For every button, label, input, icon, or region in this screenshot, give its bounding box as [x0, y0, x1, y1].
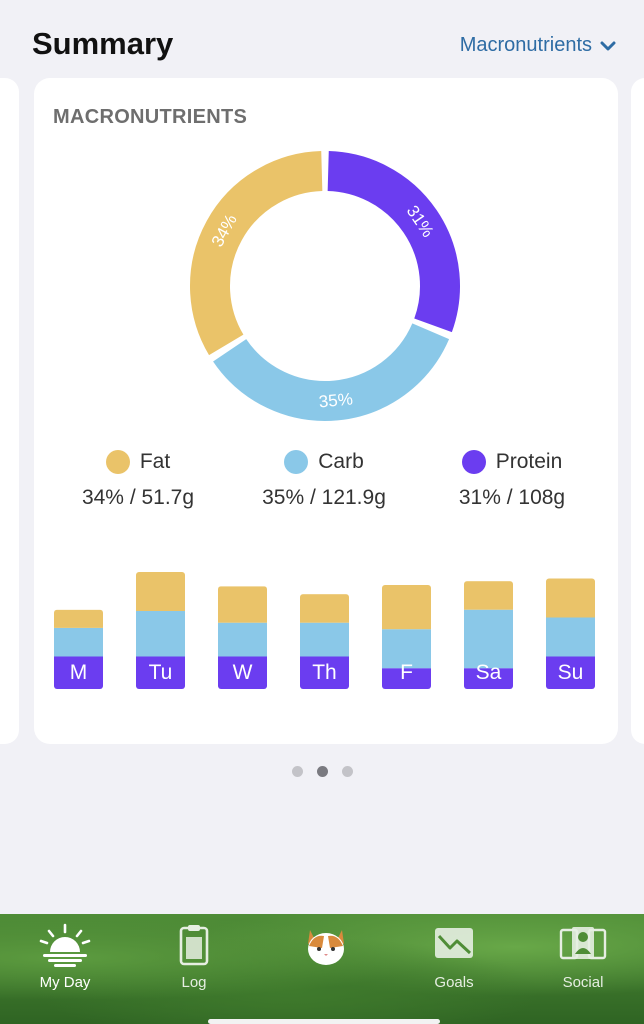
day-label-sa: Sa [476, 661, 502, 684]
legend-carb: Carb 35% / 121.9g [234, 450, 414, 520]
bar-segment-f-protein [382, 668, 431, 689]
bar-segment-tu-fat [136, 572, 185, 611]
day-bar-sa[interactable] [464, 581, 513, 689]
bar-segment-f-carb [382, 629, 431, 669]
next-card-peek[interactable] [631, 78, 644, 744]
page-dot-2[interactable] [316, 766, 328, 777]
header: Summary Macronutrients [0, 0, 644, 80]
people-icon [559, 927, 607, 960]
bar-segment-m-fat [54, 609, 103, 628]
card-title: MACRONUTRIENTS [53, 106, 248, 128]
day-label-w: W [233, 661, 253, 684]
page-title: Summary [32, 26, 174, 61]
day-label-tu: Tu [149, 661, 173, 684]
day-bar-f[interactable] [382, 585, 431, 689]
tab-social[interactable]: Social [533, 922, 633, 1002]
fat-color-dot [105, 450, 130, 474]
tab-social-label: Social [562, 974, 604, 991]
macronutrient-donut-chart: 31%35%34% [190, 151, 460, 421]
tab-log[interactable]: Log [144, 922, 244, 1002]
sunrise-icon [39, 923, 91, 967]
legend-fat: Fat 34% / 51.7g [48, 450, 228, 520]
bar-segment-w-carb [218, 622, 267, 657]
donut-slice-protein [327, 151, 460, 333]
previous-card-peek[interactable] [0, 78, 19, 744]
legend-carb-value: 35% / 121.9g [262, 486, 386, 509]
macronutrients-card[interactable]: MACRONUTRIENTS 31% 35% 34% Fat 34% / 51.7g… [34, 78, 618, 744]
day-label-f: F [400, 661, 413, 684]
bar-segment-f-fat [382, 585, 431, 630]
clipboard-icon [179, 925, 209, 966]
bar-segment-w-protein [218, 656, 267, 689]
carb-color-dot [284, 450, 309, 474]
day-bar-su[interactable] [546, 578, 595, 690]
page-dot-3[interactable] [341, 766, 353, 777]
bar-segment-m-carb [54, 627, 103, 657]
legend-protein-value: 31% / 108g [458, 486, 566, 509]
weekly-macro-bar-chart: M Tu W Th F Sa Su [54, 572, 595, 690]
cat-avatar-icon [308, 930, 344, 965]
tab-log-label: Log [181, 974, 207, 991]
donut-label-carb: 35% [318, 389, 354, 411]
chevron-down-icon [600, 41, 616, 50]
bar-segment-m-protein [54, 656, 103, 689]
day-label-th: Th [312, 661, 337, 684]
bar-segment-tu-protein [136, 656, 185, 689]
legend-protein: Protein 31% / 108g [422, 450, 602, 520]
page-dot-1[interactable] [291, 766, 303, 777]
bar-segment-sa-protein [464, 668, 513, 689]
tab-goals[interactable]: Goals [404, 922, 504, 1002]
donut-slice-carb [213, 322, 450, 421]
bar-segment-th-protein [300, 656, 349, 689]
bar-segment-w-fat [218, 586, 267, 623]
bar-segment-sa-carb [464, 609, 513, 669]
legend-carb-name: Carb [318, 450, 364, 473]
bar-segment-th-carb [300, 622, 349, 657]
tab-bar: My Day Log Goals [0, 914, 644, 1024]
bar-segment-su-fat [546, 578, 595, 618]
day-bar-m[interactable] [54, 609, 103, 689]
day-label-su: Su [558, 661, 584, 684]
day-bar-th[interactable] [300, 594, 349, 689]
bar-segment-su-carb [546, 617, 595, 657]
tab-my-day[interactable]: My Day [15, 922, 115, 1002]
tab-coach[interactable] [276, 922, 376, 1002]
legend-protein-name: Protein [495, 450, 563, 473]
legend-fat-name: Fat [139, 450, 171, 473]
legend-fat-value: 34% / 51.7g [81, 486, 195, 509]
protein-color-dot [461, 450, 486, 474]
bar-segment-su-protein [546, 656, 595, 689]
bar-segment-tu-carb [136, 611, 185, 657]
page-indicator[interactable] [0, 766, 644, 786]
bar-segment-sa-fat [464, 581, 513, 610]
metric-selector-label: Macronutrients [459, 34, 592, 56]
day-label-m: M [70, 661, 88, 684]
tab-my-day-label: My Day [39, 974, 91, 991]
bar-segment-th-fat [300, 594, 349, 623]
day-bar-w[interactable] [218, 586, 267, 689]
tab-goals-label: Goals [434, 974, 474, 991]
donut-slice-fat [190, 151, 323, 356]
metric-selector[interactable]: Macronutrients [460, 34, 616, 57]
home-indicator [208, 1019, 440, 1024]
chart-trend-icon [435, 928, 473, 958]
day-bar-tu[interactable] [136, 572, 185, 689]
